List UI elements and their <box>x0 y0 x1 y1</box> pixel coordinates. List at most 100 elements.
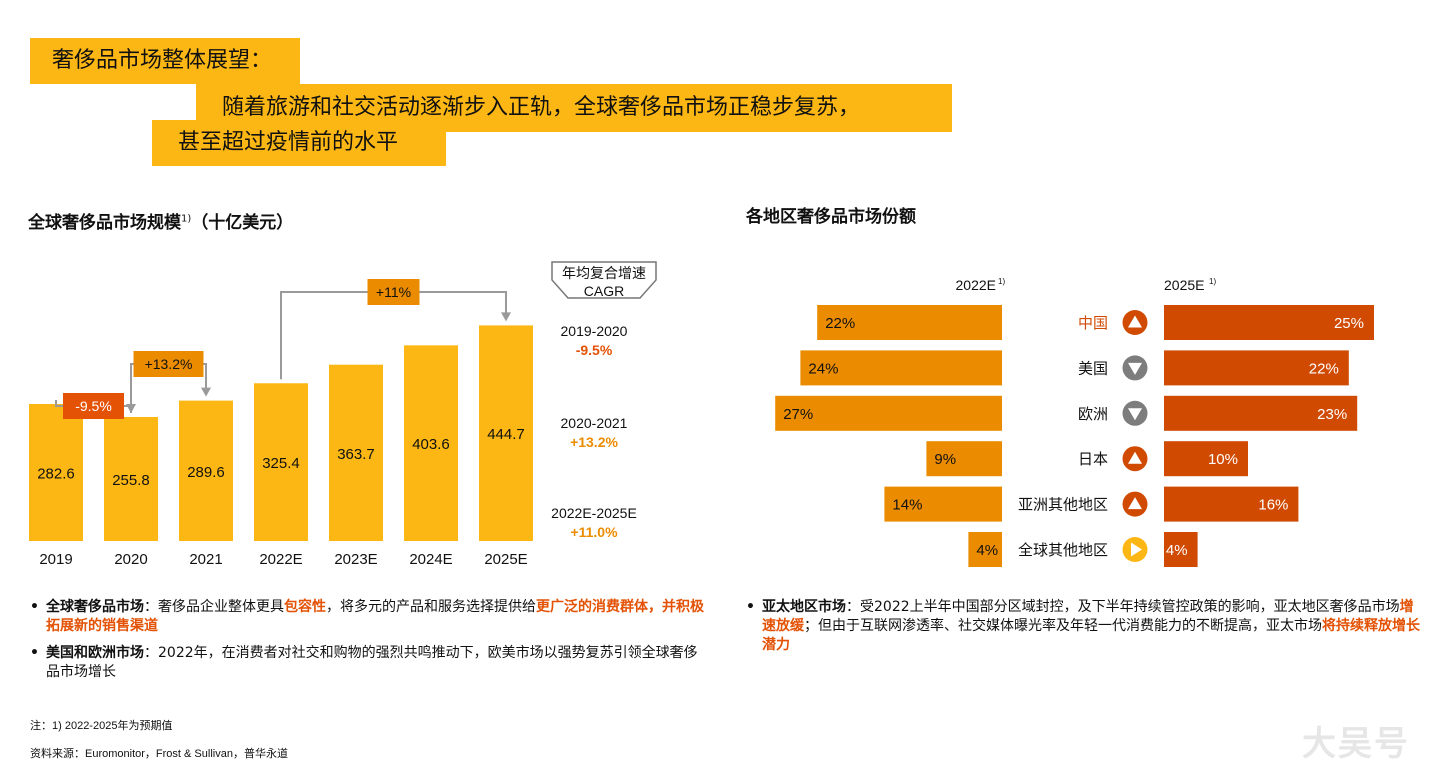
cagr-period: 2019-2020 <box>561 323 628 339</box>
growth-label-box <box>133 351 204 377</box>
bar-value-label: 282.6 <box>37 466 75 483</box>
right-triangle-icon <box>1131 542 1142 557</box>
bullet-seg: 亚太地区市场 <box>762 599 846 615</box>
bar-2022E <box>254 383 308 541</box>
growth-connector-arrow <box>501 312 511 322</box>
bullet-seg: ；但由于互联网渗透率、社交媒体曝光率及年轻一代消费能力的不断提高，亚太市场 <box>804 618 1322 634</box>
series-header-2025: 2025E <box>1164 277 1204 293</box>
bullet-dot: • <box>746 599 755 615</box>
source-note: 资料来源：Euromonitor，Frost & Sullivan，普华永道 <box>30 748 288 760</box>
series-header-sup: 1) <box>998 277 1005 286</box>
bullet-text: 美国和欧洲市场：2022年，在消费者对社交和购物的强烈共鸣推动下，欧美市场以强势… <box>30 644 710 682</box>
bar-value-label: 255.8 <box>112 472 150 489</box>
cagr-value: +13.2% <box>570 434 618 450</box>
bar-2019 <box>29 404 83 541</box>
bullet-seg-emphasis: 将持续释放增长潜力 <box>762 618 1420 653</box>
bar-2022E-label: 14% <box>892 497 922 514</box>
region-label: 亚洲其他地区 <box>1018 497 1108 514</box>
region-label: 中国 <box>1078 315 1108 332</box>
bar-2021 <box>179 400 233 541</box>
bar-2025E-亚洲其他地区 <box>1164 486 1299 522</box>
bar-2022E-label: 27% <box>783 406 813 423</box>
x-tick-label: 2019 <box>39 551 72 568</box>
bar-value-label: 289.6 <box>187 464 225 481</box>
cagr-header-line2: CAGR <box>584 283 624 299</box>
bullet-seg: ：受2022上半年中国部分区域封控，及下半年持续管控政策的影响，亚太地区奢侈品市… <box>846 599 1400 615</box>
up-triangle-icon <box>1128 451 1142 464</box>
up-triangle-icon <box>1128 497 1142 510</box>
bar-2022E-label: 9% <box>934 451 956 468</box>
bar-value-label: 403.6 <box>412 436 450 453</box>
region-label: 全球其他地区 <box>1018 541 1108 559</box>
page-title: 奢侈品市场整体展望： <box>30 38 300 84</box>
bullet-seg: ，将多元的产品和服务选择提供给 <box>326 599 536 615</box>
bar-2022E-亚洲其他地区 <box>884 486 1002 522</box>
growth-label-box <box>367 279 420 305</box>
x-tick-label: 2020 <box>114 551 147 568</box>
bar-2025E-日本 <box>1164 441 1248 477</box>
left-chart-title-sup: 1) <box>181 213 192 225</box>
region-label: 日本 <box>1078 451 1108 468</box>
bullet-dot: • <box>30 599 39 615</box>
down-triangle-icon <box>1128 408 1142 421</box>
right-bullets: • 亚太地区市场：受2022上半年中国部分区域封控，及下半年持续管控政策的影响，… <box>746 598 1422 658</box>
bar-2023E <box>329 364 383 541</box>
bullet-dot: • <box>30 645 39 661</box>
region-label: 欧洲 <box>1078 406 1108 423</box>
cagr-value: -9.5% <box>576 342 613 358</box>
bar-2022E-label: 22% <box>825 315 855 332</box>
bullet-seg: ：2022年，在消费者对社交和购物的强烈共鸣推动下，欧美市场以强势复苏引领全球奢… <box>46 645 698 680</box>
bullet-text: 全球奢侈品市场：奢侈品企业整体更具包容性，将多元的产品和服务选择提供给更广泛的消… <box>30 598 710 636</box>
series-header-2022: 2022E <box>956 277 996 293</box>
bar-2025E-label: 4% <box>1166 542 1188 559</box>
x-tick-label: 2024E <box>409 551 452 568</box>
bar-value-label: 325.4 <box>262 455 300 472</box>
x-tick-label: 2023E <box>334 551 377 568</box>
bullet-seg: 全球奢侈品市场 <box>46 599 144 615</box>
growth-label: -9.5% <box>75 398 112 414</box>
bar-2022E-label: 4% <box>976 542 998 559</box>
bar-value-label: 363.7 <box>337 446 375 463</box>
bullet-seg-emphasis: 增速放缓 <box>762 599 1414 634</box>
bar-2025E-label: 22% <box>1309 360 1339 377</box>
growth-label: +11% <box>376 284 411 300</box>
cagr-period: 2020-2021 <box>561 415 628 431</box>
left-bullets: • 全球奢侈品市场：奢侈品企业整体更具包容性，将多元的产品和服务选择提供给更广泛… <box>30 598 710 688</box>
cagr-value: +11.0% <box>570 524 618 540</box>
bar-2025E-全球其他地区 <box>1164 532 1198 567</box>
down-triangle-icon <box>1128 362 1142 375</box>
growth-label: +13.2% <box>145 356 193 372</box>
bar-2022E-中国 <box>817 305 1002 340</box>
bullet-seg-emphasis: 包容性 <box>284 599 326 615</box>
bullet-item-global: • 全球奢侈品市场：奢侈品企业整体更具包容性，将多元的产品和服务选择提供给更广泛… <box>30 598 710 636</box>
left-chart-title-main: 全球奢侈品市场规模 <box>28 213 181 233</box>
x-tick-label: 2021 <box>189 551 222 568</box>
right-chart-title: 各地区奢侈品市场份额 <box>746 207 916 227</box>
growth-connector-line <box>280 291 507 380</box>
bar-2025E-label: 23% <box>1317 406 1347 423</box>
bar-2022E-日本 <box>926 441 1002 477</box>
bullet-seg: ：奢侈品企业整体更具 <box>144 599 284 615</box>
bar-2025E-label: 16% <box>1258 497 1288 514</box>
bullet-item-apac: • 亚太地区市场：受2022上半年中国部分区域封控，及下半年持续管控政策的影响，… <box>746 598 1422 655</box>
bar-2025E-label: 25% <box>1334 315 1364 332</box>
growth-label-box <box>63 393 124 419</box>
region-label: 美国 <box>1078 360 1108 377</box>
bullet-seg-emphasis: 更广泛的消费群体，并积极拓展新的销售渠道 <box>46 599 704 634</box>
bullet-item-us-europe: • 美国和欧洲市场：2022年，在消费者对社交和购物的强烈共鸣推动下，欧美市场以… <box>30 644 710 682</box>
cagr-period: 2022E-2025E <box>551 505 637 521</box>
bar-2022E-label: 24% <box>808 360 838 377</box>
bar-2025E-欧洲 <box>1164 395 1358 431</box>
x-tick-label: 2022E <box>259 551 302 568</box>
footnote: 注：1) 2022-2025年为预期值 <box>30 720 173 732</box>
growth-connector-arrow <box>201 387 211 397</box>
cagr-header-frame <box>551 261 657 299</box>
left-chart-title: 全球奢侈品市场规模1)（十亿美元） <box>28 208 293 233</box>
x-tick-label: 2025E <box>484 551 527 568</box>
cagr-header-line1: 年均复合增速 <box>562 265 646 281</box>
bar-value-label: 444.7 <box>487 426 525 443</box>
bar-2025E-中国 <box>1164 305 1374 340</box>
bar-2025E-label: 10% <box>1208 451 1238 468</box>
bar-2022E-欧洲 <box>775 395 1002 431</box>
